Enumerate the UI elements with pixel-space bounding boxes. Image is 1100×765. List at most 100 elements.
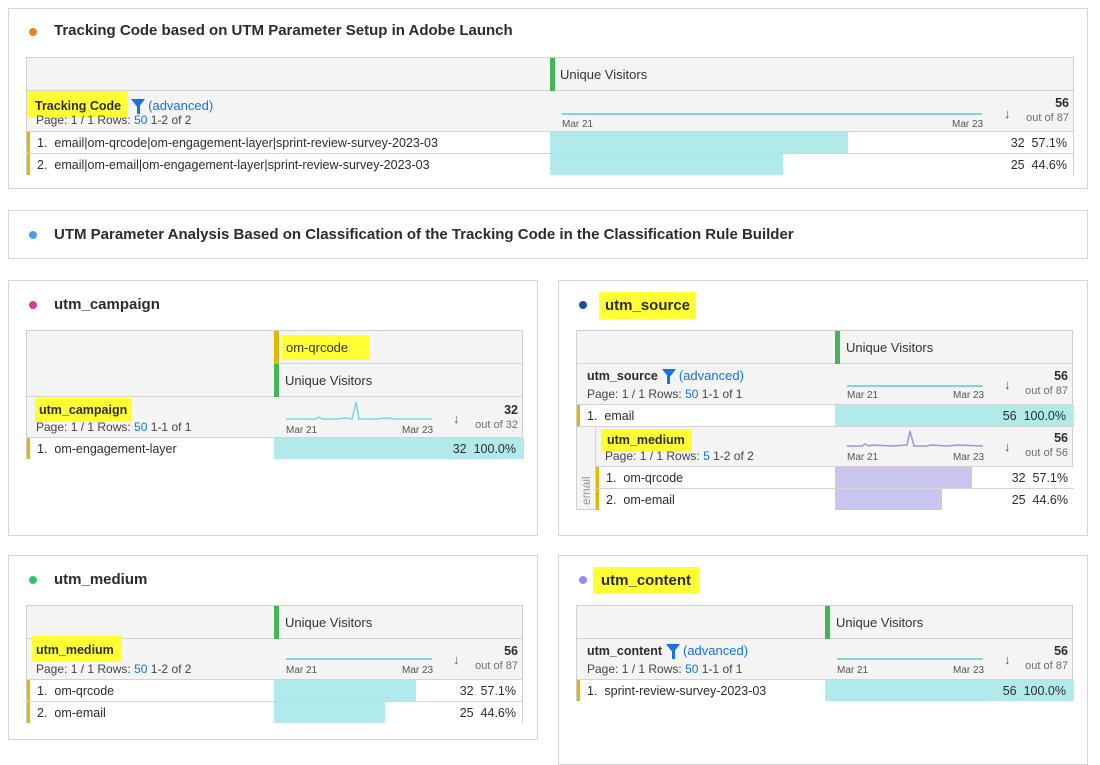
table-row[interactable]: 1. sprint-review-survey-2023-03 56 100.0… <box>577 679 1074 701</box>
segment-drag-handle[interactable] <box>274 331 279 364</box>
dimension-header[interactable]: utm_source (advanced) <box>587 368 744 384</box>
metric-header[interactable]: Unique Visitors <box>560 67 648 82</box>
segment-header[interactable]: om-qrcode <box>282 335 371 360</box>
panel-color-dot <box>29 576 37 584</box>
table-row[interactable]: 2. om-email 25 44.6% <box>27 701 522 723</box>
advanced-link[interactable]: (advanced) <box>683 643 749 658</box>
freeform-table: Unique Visitors utm_medium Page: 1 / 1 R… <box>26 605 523 723</box>
panel-color-dot <box>29 28 37 36</box>
row-value: 32 100.0% <box>452 442 516 456</box>
row-value: 32 57.1% <box>1011 471 1068 485</box>
sort-arrow-icon[interactable]: ↓ <box>1004 106 1011 121</box>
row-value: 25 44.6% <box>459 706 516 720</box>
sort-arrow-icon[interactable]: ↓ <box>453 652 460 667</box>
metric-header[interactable]: Unique Visitors <box>285 373 373 388</box>
column-drag-handle[interactable] <box>274 364 279 397</box>
column-total: 56 out of 87 <box>1025 644 1068 672</box>
table-row[interactable]: 1. email 56 100.0% <box>577 404 1074 426</box>
table-row[interactable]: 1. om-qrcode 32 57.1% <box>596 466 1074 488</box>
panel-title: Tracking Code based on UTM Parameter Set… <box>54 22 513 39</box>
pagination: Page: 1 / 1 Rows: 50 1-2 of 2 <box>36 662 192 676</box>
trend-sparkline <box>286 401 432 420</box>
column-drag-handle[interactable] <box>825 606 830 639</box>
panel-title: utm_medium <box>54 571 148 588</box>
row-value: 32 57.1% <box>459 684 516 698</box>
column-drag-handle[interactable] <box>274 606 279 639</box>
breakdown-parent-label: email <box>579 476 593 505</box>
metric-header[interactable]: Unique Visitors <box>846 340 934 355</box>
pagination: Page: 1 / 1 Rows: 50 1-2 of 2 <box>36 113 192 127</box>
filter-icon[interactable] <box>661 369 676 384</box>
value-bar <box>835 405 1074 426</box>
metric-header[interactable]: Unique Visitors <box>836 615 924 630</box>
rows-per-page[interactable]: 50 <box>134 113 148 127</box>
nested-dimension-header[interactable]: utm_medium <box>601 429 691 451</box>
utm-campaign-panel: utm_campaign om-qrcode Unique Visitors u… <box>8 280 538 536</box>
column-total: 32 out of 32 <box>475 403 518 431</box>
pagination: Page: 1 / 1 Rows: 50 1-1 of 1 <box>587 387 743 401</box>
row-value: 56 100.0% <box>1002 409 1066 423</box>
panel-color-dot <box>29 301 37 309</box>
trend-sparkline <box>847 430 983 447</box>
panel-color-dot <box>29 231 37 239</box>
value-bar <box>274 702 385 723</box>
pagination: Page: 1 / 1 Rows: 50 1-1 of 1 <box>587 662 743 676</box>
utm-medium-panel: utm_medium Unique Visitors utm_medium Pa… <box>8 555 538 740</box>
nested-breakdown: email utm_medium Page: 1 / 1 Rows: 5 1-2… <box>577 426 1074 510</box>
utm-content-panel: utm_content Unique Visitors utm_content(… <box>558 555 1088 765</box>
pagination: Page: 1 / 1 Rows: 50 1-1 of 1 <box>36 420 192 434</box>
value-bar <box>825 680 1074 701</box>
panel-color-dot <box>579 576 587 584</box>
panel-title: utm_source <box>599 292 697 319</box>
advanced-link[interactable]: (advanced) <box>678 368 744 383</box>
rows-per-page[interactable]: 5 <box>703 449 710 463</box>
column-total: 56 out of 87 <box>1025 369 1068 397</box>
value-bar <box>835 467 972 488</box>
panel-title: utm_campaign <box>54 296 160 313</box>
table-row[interactable]: 2. om-email 25 44.6% <box>596 488 1074 510</box>
trend-sparkline <box>286 658 432 660</box>
panel-title: utm_content <box>593 567 699 594</box>
freeform-table: Unique Visitors Tracking Code (advanced) … <box>26 57 1074 175</box>
rows-per-page[interactable]: 50 <box>134 662 148 676</box>
trend-sparkline <box>847 385 983 387</box>
panel-title: UTM Parameter Analysis Based on Classifi… <box>54 226 794 243</box>
sort-arrow-icon[interactable]: ↓ <box>1004 439 1011 454</box>
tracking-code-panel: Tracking Code based on UTM Parameter Set… <box>8 8 1088 189</box>
row-value: 56 100.0% <box>1002 684 1066 698</box>
dimension-header[interactable]: utm_campaign <box>35 398 132 422</box>
value-bar <box>550 154 783 175</box>
table-row[interactable]: 1. om-engagement-layer 32 100.0% <box>27 437 524 459</box>
sort-arrow-icon[interactable]: ↓ <box>1004 377 1011 392</box>
row-value: 25 44.6% <box>1011 493 1068 507</box>
table-row[interactable]: 1. om-qrcode 32 57.1% <box>27 679 522 701</box>
rows-per-page[interactable]: 50 <box>685 662 699 676</box>
rows-per-page[interactable]: 50 <box>134 420 148 434</box>
metric-header[interactable]: Unique Visitors <box>285 615 373 630</box>
column-drag-handle[interactable] <box>835 331 840 364</box>
trend-sparkline <box>562 113 982 115</box>
dimension-header[interactable]: utm_content (advanced) <box>587 643 749 659</box>
dimension-header[interactable]: utm_medium <box>32 636 122 662</box>
dimension-header[interactable]: Tracking Code (advanced) <box>27 91 213 117</box>
advanced-link[interactable]: (advanced) <box>148 98 214 113</box>
trend-sparkline <box>837 658 983 660</box>
column-total: 56 out of 87 <box>475 644 518 672</box>
table-row[interactable]: 1. email|om-qrcode|om-engagement-layer|s… <box>27 131 1073 153</box>
sort-arrow-icon[interactable]: ↓ <box>1004 652 1011 667</box>
row-value: 25 44.6% <box>1010 158 1067 172</box>
value-bar <box>274 438 524 459</box>
column-drag-handle[interactable] <box>550 58 555 91</box>
utm-source-panel: utm_source Unique Visitors utm_source (ad… <box>558 280 1088 536</box>
freeform-table: Unique Visitors utm_content (advanced) Pa… <box>576 605 1074 701</box>
pagination: Page: 1 / 1 Rows: 5 1-2 of 2 <box>605 449 754 463</box>
table-row[interactable]: 2. email|om-email|om-engagement-layer|sp… <box>27 153 1073 175</box>
value-bar <box>835 489 942 510</box>
value-bar <box>550 132 848 153</box>
rows-per-page[interactable]: 50 <box>685 387 699 401</box>
filter-icon[interactable] <box>666 644 680 659</box>
filter-icon[interactable] <box>131 99 146 114</box>
sort-arrow-icon[interactable]: ↓ <box>453 411 460 426</box>
column-total: 56 out of 87 <box>1026 96 1069 124</box>
column-total: 56 out of 56 <box>1025 431 1068 459</box>
